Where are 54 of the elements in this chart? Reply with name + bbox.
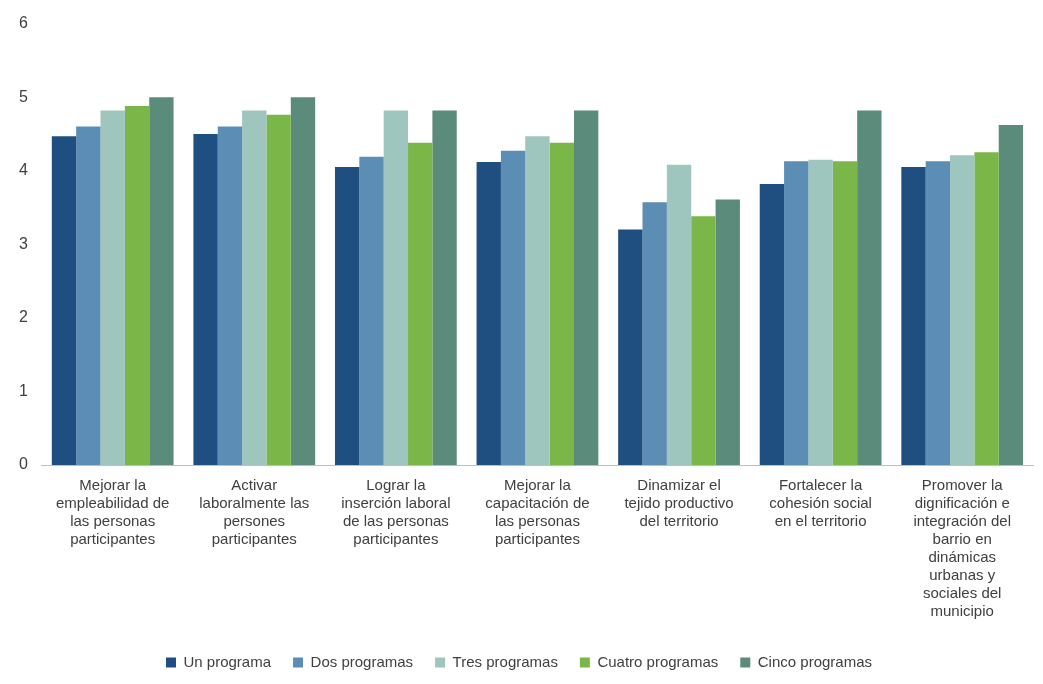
bar	[217, 126, 243, 465]
bar	[715, 199, 740, 465]
bar	[784, 161, 809, 465]
bar	[476, 161, 501, 465]
bar	[808, 159, 833, 465]
bar	[618, 229, 643, 465]
bar	[974, 152, 999, 465]
bar	[266, 114, 291, 465]
bar	[432, 110, 457, 465]
y-tick-label: 1	[18, 381, 28, 399]
y-tick-label: 5	[18, 87, 28, 105]
x-tick-label: Promover la dignificación e integración del barrio en dinámicas urbanas y sociales del municipio	[913, 476, 1011, 620]
bar	[950, 155, 975, 465]
bar	[642, 202, 667, 465]
bar	[925, 161, 951, 465]
x-tick-label: Fortalecer la cohesión social en el territorio	[769, 476, 872, 530]
bar	[51, 136, 77, 465]
bar	[525, 136, 550, 465]
bar	[573, 110, 599, 465]
y-tick-label: 4	[18, 161, 28, 179]
bar	[832, 161, 858, 465]
bar	[500, 150, 526, 465]
bar	[124, 106, 150, 465]
legend-label: Dos programas	[310, 652, 414, 670]
legend-label: Cinco programas	[757, 652, 872, 670]
bar	[242, 110, 267, 465]
bar	[359, 156, 384, 465]
bar	[76, 126, 101, 465]
y-tick-label: 3	[18, 234, 28, 252]
bar	[759, 183, 785, 465]
legend-label: Cuatro programas	[597, 652, 719, 670]
bar	[383, 110, 409, 465]
y-tick-label: 2	[18, 308, 28, 326]
bar	[290, 97, 316, 465]
bar	[334, 167, 360, 465]
bar	[666, 164, 692, 465]
x-tick-label: Mejorar la empleabilidad de las personas participantes	[55, 476, 170, 548]
bar	[998, 125, 1024, 465]
bar	[857, 110, 882, 465]
bar	[100, 110, 125, 465]
bar	[408, 142, 433, 465]
legend-label: Un programa	[183, 652, 272, 670]
x-tick-label: Dinamizar el tejido productivo del territorio	[624, 476, 734, 530]
legend-label: Tres programas	[452, 652, 558, 670]
bar	[549, 142, 574, 465]
x-tick-label: Lograr la inserción laboral de las personas participantes	[341, 476, 451, 548]
bar	[193, 133, 218, 465]
x-tick-label: Activar laboralmente las persones participantes	[199, 476, 310, 548]
bar	[691, 216, 716, 465]
bar	[149, 97, 174, 465]
bar	[901, 167, 926, 465]
x-tick-label: Mejorar la capacitación de las personas participantes	[485, 476, 590, 548]
y-tick-label: 6	[18, 14, 28, 32]
y-tick-label: 0	[18, 455, 28, 473]
